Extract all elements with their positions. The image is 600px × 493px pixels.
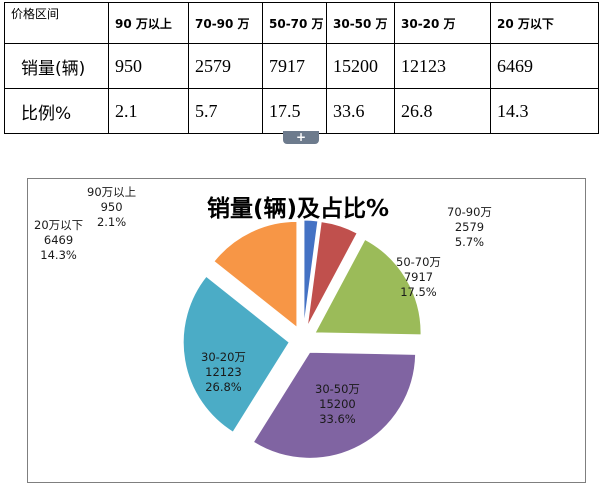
slice-label-name: 30-20万: [201, 350, 246, 364]
slice-label-name: 20万以下: [34, 218, 84, 232]
header-cell: 20 万以下: [490, 2, 599, 44]
pie-slice-1: [306, 221, 358, 327]
slice-label-percent: 5.7%: [454, 235, 485, 249]
pie-slice-0: [303, 219, 319, 327]
slice-label-value: 2579: [454, 220, 485, 234]
data-label-slice-0: 90万以上 950 2.1%: [87, 185, 136, 230]
data-label-slice-5: 20万以下 6469 14.3%: [34, 218, 83, 263]
sales-table: 价格区间 90 万以上 70-90 万 50-70 万 30-50 万 30-2…: [4, 2, 599, 134]
table-cell: 6469: [490, 43, 599, 89]
table-cell: 14.3: [490, 88, 599, 134]
table-cell: 2579: [188, 43, 263, 89]
header-cell-price-range: 价格区间: [4, 2, 109, 44]
slice-label-value: 12123: [205, 365, 242, 379]
data-label-slice-3: 30-50万 15200 33.6%: [315, 382, 360, 427]
slice-label-name: 70-90万: [447, 205, 492, 219]
expand-handle-plus-icon[interactable]: +: [283, 131, 319, 144]
slice-label-percent: 17.5%: [400, 285, 437, 299]
data-label-slice-4: 30-20万 12123 26.8%: [201, 350, 246, 395]
slice-label-name: 90万以上: [87, 185, 137, 199]
slice-label-percent: 26.8%: [205, 380, 242, 394]
slice-label-value: 950: [100, 200, 123, 214]
pie-slice-4: [182, 275, 290, 433]
table-cell: 12123: [394, 43, 491, 89]
table-cell: 2.1: [108, 88, 189, 134]
data-label-slice-2: 50-70万 7917 17.5%: [396, 255, 441, 300]
slice-label-name: 30-50万: [315, 382, 360, 396]
table-cell: 950: [108, 43, 189, 89]
row-label-ratio: 比例%: [4, 88, 109, 134]
table-cell: 5.7: [188, 88, 263, 134]
slice-label-percent: 14.3%: [40, 248, 77, 262]
slice-label-percent: 2.1%: [96, 215, 127, 229]
row-label-sales: 销量(辆): [4, 43, 109, 89]
table-row-sales: 销量(辆) 950 2579 7917 15200 12123 6469: [4, 43, 599, 89]
slice-label-value: 7917: [403, 270, 434, 284]
pie-slice-3: [252, 351, 417, 459]
header-cell: 90 万以上: [108, 2, 189, 44]
slice-label-value: 15200: [319, 397, 356, 411]
header-cell: 50-70 万: [262, 2, 327, 44]
table-cell: 33.6: [326, 88, 395, 134]
pie-slice-2: [314, 238, 422, 336]
table-cell: 26.8: [394, 88, 491, 134]
table-row-ratio: 比例% 2.1 5.7 17.5 33.6 26.8 14.3: [4, 88, 599, 134]
slice-label-value: 6469: [43, 233, 74, 247]
slice-label-name: 50-70万: [396, 255, 441, 269]
data-label-slice-1: 70-90万 2579 5.7%: [447, 205, 492, 250]
table-cell: 15200: [326, 43, 395, 89]
pie-slice-5: [213, 220, 298, 329]
table-cell: 7917: [262, 43, 327, 89]
table-header-row: 价格区间 90 万以上 70-90 万 50-70 万 30-50 万 30-2…: [4, 2, 599, 44]
chart-title: 销量(辆)及占比%: [207, 196, 390, 222]
slice-label-percent: 33.6%: [319, 412, 356, 426]
